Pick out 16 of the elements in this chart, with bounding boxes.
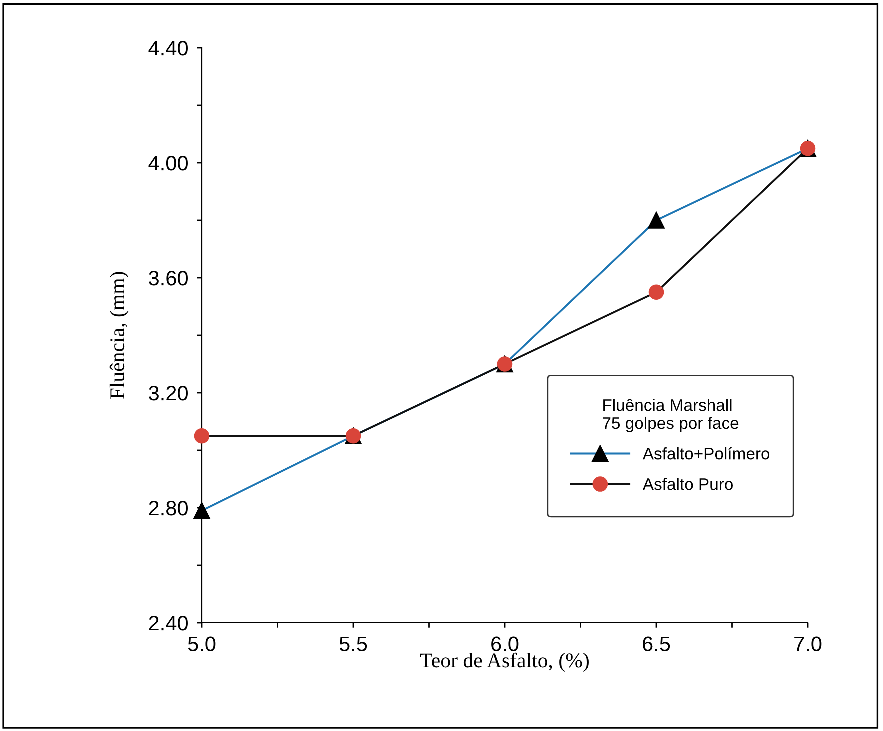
x-tick-label: 6.5 xyxy=(643,636,670,652)
y-tick-label: 4.00 xyxy=(148,156,188,171)
y-tick-label: 4.40 xyxy=(148,41,188,56)
legend-label: Asfalto Puro xyxy=(642,478,733,490)
y-tick-label: 2.80 xyxy=(149,501,188,516)
x-tick-label: 7.0 xyxy=(794,636,822,652)
x-tick-label: 5.5 xyxy=(340,636,368,652)
legend-title: Fluência Marshall 75 golpes por face xyxy=(603,398,739,433)
y-tick-label: 2.40 xyxy=(149,616,188,631)
y-tick-label: 3.60 xyxy=(149,271,188,286)
x-tick-label: 5.0 xyxy=(188,636,216,652)
y-axis-title: Fluência, (mm) xyxy=(110,272,129,400)
legend-label: Asfalto+Polímero xyxy=(642,447,770,460)
y-tick-label: 3.20 xyxy=(149,386,188,401)
x-tick-label: 6.0 xyxy=(492,636,519,652)
x-axis-title: Teor de Asfalto, (%) xyxy=(420,652,589,672)
